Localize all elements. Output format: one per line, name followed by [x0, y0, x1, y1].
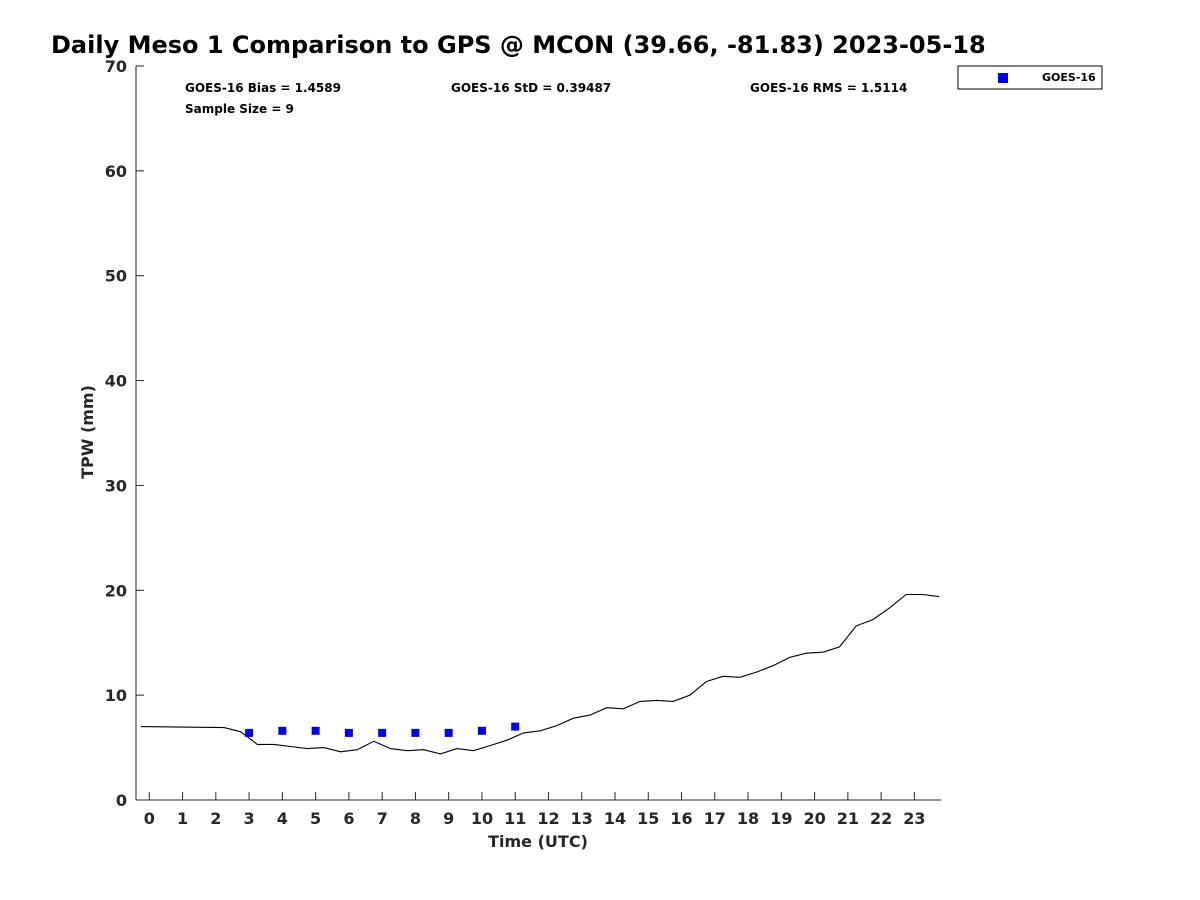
x-tick-label: 18	[737, 809, 759, 828]
y-tick-label: 50	[105, 267, 127, 286]
legend-marker-goes16	[998, 73, 1008, 83]
x-axis-label: Time (UTC)	[488, 832, 588, 851]
y-tick-label: 20	[105, 581, 127, 600]
x-tick-label: 17	[704, 809, 726, 828]
x-tick-label: 12	[537, 809, 559, 828]
x-tick-label: 3	[244, 809, 255, 828]
goes16-point	[245, 728, 254, 737]
goes16-point	[411, 728, 420, 737]
stat-sample-size: Sample Size = 9	[185, 102, 294, 116]
stats-annotations: GOES-16 Bias = 1.4589 GOES-16 StD = 0.39…	[185, 81, 907, 116]
goes16-point	[344, 728, 353, 737]
x-tick-label: 22	[870, 809, 892, 828]
x-tick-label: 7	[377, 809, 388, 828]
x-tick-label: 4	[277, 809, 288, 828]
stat-bias: GOES-16 Bias = 1.4589	[185, 81, 341, 95]
x-tick-label: 15	[637, 809, 659, 828]
x-tick-label: 11	[504, 809, 526, 828]
legend-box	[957, 65, 1103, 90]
x-tick-label: 16	[670, 809, 692, 828]
stat-rms: GOES-16 RMS = 1.5114	[750, 81, 907, 95]
x-tick-label: 9	[443, 809, 454, 828]
x-tick-label: 0	[144, 809, 155, 828]
x-tick-label: 5	[310, 809, 321, 828]
x-tick-label: 21	[837, 809, 859, 828]
plot-axes: 0 1 2 3 4 5 6 7 8 9 10 11 12 13 14 15 16 17 18 19 20 21 22 2301…	[105, 57, 941, 828]
goes16-point	[311, 726, 320, 735]
goes16-point	[378, 728, 387, 737]
y-tick-label: 70	[105, 57, 127, 76]
y-tick-label: 0	[116, 791, 127, 810]
x-tick-label: 23	[903, 809, 925, 828]
x-tick-label: 19	[770, 809, 792, 828]
y-axis-label: TPW (mm)	[78, 385, 97, 479]
y-tick-label: 30	[105, 476, 127, 495]
goes16-point	[511, 722, 520, 731]
y-tick-label: 10	[105, 686, 127, 705]
gps-tpw-line	[140, 593, 940, 755]
goes16-point	[278, 726, 287, 735]
x-tick-label: 1	[177, 809, 188, 828]
goes16-point	[477, 726, 486, 735]
x-tick-label: 20	[803, 809, 825, 828]
x-tick-label: 13	[571, 809, 593, 828]
stat-std: GOES-16 StD = 0.39487	[451, 81, 611, 95]
series-layer	[140, 593, 940, 755]
legend: GOES-16	[957, 65, 1103, 90]
goes16-point	[444, 728, 453, 737]
x-tick-label: 6	[343, 809, 354, 828]
legend-label-goes16: GOES-16	[1042, 71, 1096, 84]
y-tick-label: 60	[105, 162, 127, 181]
x-tick-label: 14	[604, 809, 626, 828]
chart-title: Daily Meso 1 Comparison to GPS @ MCON (3…	[51, 31, 986, 59]
x-tick-label: 10	[471, 809, 493, 828]
y-tick-label: 40	[105, 372, 127, 391]
x-tick-label: 8	[410, 809, 421, 828]
x-tick-label: 2	[210, 809, 221, 828]
